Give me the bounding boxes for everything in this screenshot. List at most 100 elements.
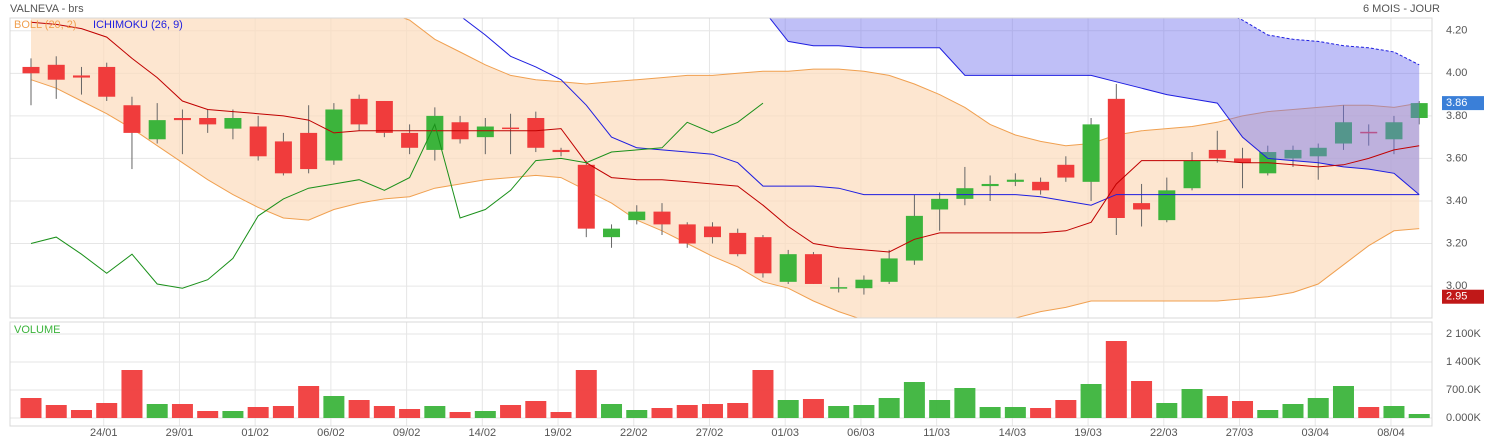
- candle-body: [1360, 131, 1378, 134]
- y-tick-label: 4.20: [1446, 25, 1467, 37]
- volume-bar: [500, 405, 522, 418]
- ichimoku-span-a: [769, 18, 1420, 195]
- price-frame: [9, 17, 1433, 319]
- volume-bar: [802, 399, 824, 418]
- volume-bar: [1307, 398, 1329, 418]
- x-tick-label: 08/04: [1377, 427, 1405, 439]
- volume-bar: [1030, 408, 1052, 418]
- candle-body: [703, 226, 721, 238]
- ichimoku-cloud: [769, 18, 1420, 195]
- legend-bollinger: BOLL (20, 2): [14, 19, 77, 31]
- bollinger-band: [31, 18, 1420, 318]
- volume-bar: [1257, 410, 1279, 418]
- x-tick-label: 03/04: [1301, 427, 1329, 439]
- volume-bar: [474, 411, 496, 418]
- x-tick-label: 01/03: [771, 427, 799, 439]
- volume-tick-label: 1 400K: [1446, 356, 1482, 368]
- volume-bar: [449, 412, 471, 418]
- candle-body: [1158, 190, 1176, 221]
- candle-body: [1208, 149, 1226, 159]
- volume-bar: [20, 398, 42, 418]
- candle-body: [804, 254, 822, 284]
- price-tag: [1442, 289, 1484, 304]
- candle-body: [47, 64, 65, 80]
- volume-bar: [247, 407, 269, 418]
- candle-body: [350, 98, 368, 125]
- x-tick-label: 27/03: [1226, 427, 1254, 439]
- volume-bar: [777, 400, 799, 418]
- y-tick-label: 4.00: [1446, 67, 1467, 79]
- volume-bar: [424, 406, 446, 418]
- volume-bar: [1080, 384, 1102, 418]
- volume-bar: [727, 403, 749, 418]
- volume-bar: [222, 411, 244, 418]
- candle-body: [300, 132, 318, 170]
- volume-panel: [20, 341, 1430, 418]
- y-tick-label: 3.00: [1446, 280, 1467, 292]
- candle-body: [476, 126, 494, 138]
- candle-body: [173, 118, 191, 121]
- volume-bar: [903, 382, 925, 418]
- volume-bar: [348, 400, 370, 418]
- candle-body: [905, 215, 923, 261]
- candle-body: [22, 66, 40, 74]
- candle-body: [274, 141, 292, 174]
- volume-bar: [878, 398, 900, 418]
- volume-bar: [752, 370, 774, 418]
- axes: [9, 17, 1433, 427]
- x-tick-label: 06/03: [847, 427, 875, 439]
- candle-body: [1309, 147, 1327, 157]
- candle-body: [653, 211, 671, 225]
- x-tick-label: 24/01: [90, 427, 118, 439]
- volume-bar: [197, 411, 219, 418]
- y-tick-label: 3.20: [1446, 237, 1467, 249]
- volume-bar: [1383, 406, 1405, 418]
- bollinger-lower: [30, 79, 1420, 318]
- volume-bar: [676, 405, 698, 418]
- price-tag: [1442, 96, 1484, 111]
- candle-body: [249, 126, 267, 157]
- volume-bar: [399, 409, 421, 418]
- x-tick-label: 01/02: [241, 427, 269, 439]
- candle-body: [1183, 160, 1201, 189]
- candle-body: [1284, 149, 1302, 159]
- x-tick-label: 09/02: [393, 427, 421, 439]
- candle-body: [1032, 181, 1050, 191]
- volume-bar: [1358, 407, 1380, 418]
- y-tick-label: 3.40: [1446, 195, 1467, 207]
- price-tag-label: 2.95: [1446, 291, 1467, 303]
- x-tick-label: 29/01: [166, 427, 194, 439]
- candle-body: [1082, 124, 1100, 182]
- price-panel: [22, 18, 1428, 318]
- candle-body: [224, 118, 242, 129]
- x-tick-label: 14/02: [469, 427, 497, 439]
- candle-body: [199, 118, 217, 125]
- volume-bar: [929, 400, 951, 418]
- candle-body: [98, 66, 116, 97]
- volume-bar: [146, 404, 168, 418]
- volume-bar: [626, 410, 648, 418]
- volume-bar: [1332, 386, 1354, 418]
- candle-body: [855, 279, 873, 289]
- volume-bar: [828, 406, 850, 418]
- x-tick-label: 27/02: [696, 427, 724, 439]
- candle-body: [1385, 122, 1403, 140]
- x-tick-label: 22/02: [620, 427, 648, 439]
- volume-bar: [1206, 396, 1228, 418]
- candle-body: [325, 109, 343, 161]
- candle-body: [603, 228, 621, 238]
- candle-body: [1334, 122, 1352, 144]
- ichimoku-tenkan: [30, 21, 1420, 253]
- volume-bar: [1156, 403, 1178, 418]
- volume-bar: [96, 403, 118, 418]
- candle-body: [754, 237, 772, 274]
- chart-subtitle: 6 MOIS - JOUR: [1363, 3, 1440, 15]
- ichimoku-kijun: [462, 18, 1420, 206]
- candle-body: [577, 164, 595, 229]
- candle-body: [148, 120, 166, 140]
- volume-bar: [1232, 401, 1254, 418]
- volume-tick-label: 700.0K: [1446, 384, 1482, 396]
- y-tick-label: 3.80: [1446, 110, 1467, 122]
- candle-body: [527, 118, 545, 148]
